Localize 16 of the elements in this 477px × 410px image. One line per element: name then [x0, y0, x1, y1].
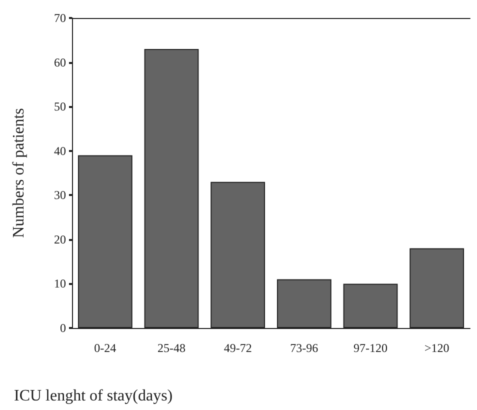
- y-tick-label: 50: [54, 100, 66, 114]
- y-tick-label: 60: [54, 55, 66, 70]
- x-tick-label: 97-120: [354, 341, 388, 355]
- y-tick-label: 40: [54, 144, 66, 158]
- y-tick-label: 30: [54, 188, 66, 202]
- x-tick-label: >120: [424, 341, 450, 355]
- x-axis-title: ICU lenght of stay(days): [14, 388, 173, 404]
- y-tick-label: 70: [54, 11, 66, 25]
- x-tick-label: 49-72: [224, 341, 252, 355]
- x-tick-label: 25-48: [158, 341, 186, 355]
- y-tick-label: 10: [54, 276, 66, 291]
- y-axis-title: Numbers of patients: [10, 108, 28, 238]
- x-tick-label: 73-96: [290, 341, 318, 355]
- y-tick-label: 20: [54, 232, 66, 246]
- x-tick-label: 0-24: [94, 341, 116, 355]
- y-tick-label: 0: [60, 321, 66, 335]
